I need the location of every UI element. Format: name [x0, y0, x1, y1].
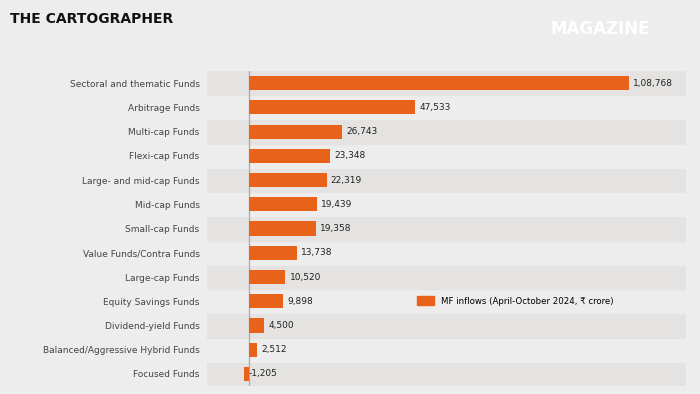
Bar [206, 216, 686, 241]
Bar [248, 270, 286, 284]
Text: THE CARTOGRAPHER: THE CARTOGRAPHER [10, 12, 174, 26]
Text: 10,520: 10,520 [290, 273, 321, 281]
Bar [248, 125, 342, 139]
Bar [248, 221, 316, 236]
Bar [206, 119, 686, 144]
Text: 19,439: 19,439 [321, 200, 352, 209]
Legend: MF inflows (April-October 2024, ₹ crore): MF inflows (April-October 2024, ₹ crore) [417, 296, 614, 306]
Text: 22,319: 22,319 [331, 176, 362, 184]
Text: 9,898: 9,898 [287, 297, 313, 306]
Bar [206, 71, 686, 95]
Bar [248, 149, 330, 163]
Bar [206, 265, 686, 289]
Bar [206, 95, 686, 119]
Bar [248, 343, 258, 357]
Bar [248, 197, 316, 211]
Text: 23,348: 23,348 [335, 151, 365, 160]
Bar [248, 76, 629, 90]
Text: 26,743: 26,743 [346, 127, 377, 136]
Bar [248, 318, 265, 333]
Bar [206, 168, 686, 192]
Bar [206, 192, 686, 216]
Text: 4,500: 4,500 [269, 321, 294, 330]
Bar [244, 367, 248, 381]
Text: -1,205: -1,205 [248, 370, 277, 379]
Bar [206, 144, 686, 168]
Text: 2,512: 2,512 [262, 345, 287, 354]
Bar [206, 289, 686, 313]
Text: MAGAZINE: MAGAZINE [550, 20, 650, 37]
Bar [248, 246, 297, 260]
Text: 47,533: 47,533 [419, 103, 450, 112]
Bar [206, 313, 686, 338]
Text: 19,358: 19,358 [321, 224, 352, 233]
Bar [248, 100, 415, 114]
Bar [248, 173, 327, 187]
Bar [248, 294, 283, 308]
Bar [206, 338, 686, 362]
Bar [206, 241, 686, 265]
Text: 13,738: 13,738 [301, 248, 332, 257]
Bar [206, 362, 686, 386]
Text: 1,08,768: 1,08,768 [634, 78, 673, 87]
